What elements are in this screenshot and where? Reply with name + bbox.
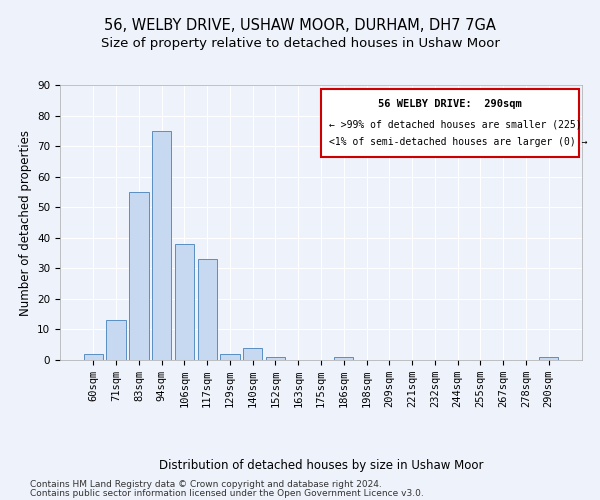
Bar — [220, 354, 239, 360]
Text: Contains HM Land Registry data © Crown copyright and database right 2024.: Contains HM Land Registry data © Crown c… — [30, 480, 382, 489]
Text: 56 WELBY DRIVE:  290sqm: 56 WELBY DRIVE: 290sqm — [379, 99, 522, 109]
Bar — [334, 357, 353, 360]
Bar — [129, 192, 149, 360]
Bar — [175, 244, 194, 360]
Bar — [266, 357, 285, 360]
Text: ← >99% of detached houses are smaller (225): ← >99% of detached houses are smaller (2… — [329, 120, 581, 130]
Bar — [539, 357, 558, 360]
Text: Size of property relative to detached houses in Ushaw Moor: Size of property relative to detached ho… — [101, 38, 499, 51]
Y-axis label: Number of detached properties: Number of detached properties — [19, 130, 32, 316]
Bar — [84, 354, 103, 360]
Bar — [243, 348, 262, 360]
Bar — [197, 259, 217, 360]
Text: <1% of semi-detached houses are larger (0) →: <1% of semi-detached houses are larger (… — [329, 137, 587, 147]
FancyBboxPatch shape — [321, 89, 580, 156]
Bar — [152, 131, 172, 360]
Bar — [106, 320, 126, 360]
Text: 56, WELBY DRIVE, USHAW MOOR, DURHAM, DH7 7GA: 56, WELBY DRIVE, USHAW MOOR, DURHAM, DH7… — [104, 18, 496, 32]
Text: Contains public sector information licensed under the Open Government Licence v3: Contains public sector information licen… — [30, 488, 424, 498]
Text: Distribution of detached houses by size in Ushaw Moor: Distribution of detached houses by size … — [159, 460, 483, 472]
